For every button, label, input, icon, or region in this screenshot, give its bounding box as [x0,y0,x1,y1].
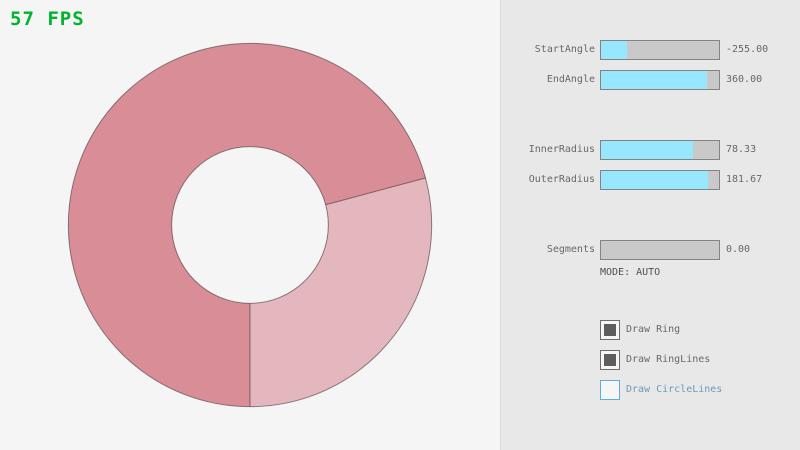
checkbox-label-draw-ring: Draw Ring [626,324,681,335]
slider-fill [601,171,709,189]
slider-label-endangle: EndAngle [546,74,595,85]
ring-annulus-overlap [68,43,432,407]
checkmark-fill [604,354,616,366]
slider-fill [601,71,708,89]
checkbox-label-draw-ringlines: Draw RingLines [626,354,711,365]
slider-outerradius[interactable] [600,170,720,190]
ring-outer-outline [67,42,433,408]
panel-divider [500,0,501,450]
ring-light-sector [250,177,432,407]
checkbox-label-draw-circlelines: Draw CircleLines [626,384,723,395]
ring-inner-outline [171,146,329,304]
slider-value-startangle: -255.00 [726,44,769,55]
slider-label-startangle: StartAngle [534,44,595,55]
slider-label-segments: Segments [546,244,595,255]
checkbox-draw-ringlines[interactable] [600,350,620,370]
slider-value-outerradius: 181.67 [726,174,763,185]
slider-label-outerradius: OuterRadius [528,174,595,185]
slider-value-endangle: 360.00 [726,74,763,85]
slider-fill [601,41,627,59]
checkbox-draw-circlelines[interactable] [600,380,620,400]
checkmark-fill [604,324,616,336]
mode-indicator: MODE: AUTO [600,267,661,278]
slider-innerradius[interactable] [600,140,720,160]
slider-value-innerradius: 78.33 [726,144,757,155]
checkbox-draw-ring[interactable] [600,320,620,340]
fps-counter: 57 FPS [10,8,85,30]
ring-segment-line-start [325,177,426,206]
slider-endangle[interactable] [600,70,720,90]
slider-fill [601,141,694,159]
slider-value-segments: 0.00 [726,244,751,255]
slider-segments[interactable] [600,240,720,260]
slider-label-innerradius: InnerRadius [528,144,595,155]
slider-startangle[interactable] [600,40,720,60]
